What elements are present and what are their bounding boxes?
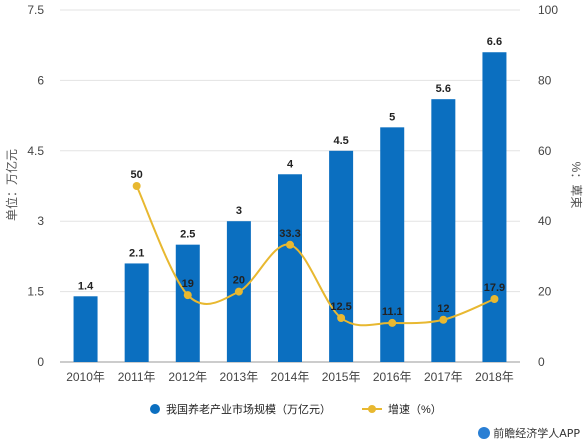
growth-point [388, 318, 397, 327]
x-tick-label: 2012年 [168, 370, 207, 384]
growth-value-label: 12.5 [330, 301, 351, 313]
left-tick-label: 7.5 [27, 3, 44, 17]
growth-value-label: 19 [182, 278, 194, 290]
bar [278, 174, 302, 362]
bar-series: 1.4 2.1 2.5 3 4 4.5 5 5.6 6.6 [73, 36, 507, 363]
bar [73, 296, 98, 362]
bar-value-label: 5 [389, 111, 395, 123]
left-tick-label: 1.5 [27, 285, 44, 299]
growth-point [337, 314, 346, 322]
legend-swatch-bar [150, 404, 160, 414]
x-tick-label: 2013年 [220, 370, 259, 384]
left-axis-ticks: 0 1.5 3 4.5 6 7.5 [27, 3, 44, 369]
bar-value-label: 1.4 [78, 280, 94, 292]
x-tick-label: 2015年 [322, 370, 361, 384]
growth-value-label: 12 [437, 303, 449, 315]
left-axis-title: 单位：万亿元 [4, 149, 19, 221]
growth-value-label: 50 [131, 169, 143, 181]
line-series: 50 19 20 33.3 12.5 11.1 12 17.9 [131, 169, 505, 327]
bar [175, 244, 200, 362]
growth-value-label: 20 [233, 275, 245, 287]
left-tick-label: 6 [37, 73, 44, 87]
watermark: 前瞻经济学人APP [478, 425, 580, 441]
bar-value-label: 2.1 [129, 247, 144, 259]
bar-value-label: 3 [236, 205, 242, 217]
legend-label-line: 增速（%） [388, 402, 442, 416]
right-axis-title: %：萆束 [569, 162, 583, 209]
x-tick-label: 2018年 [475, 370, 514, 384]
growth-value-label: 11.1 [382, 306, 403, 318]
left-tick-label: 3 [37, 214, 44, 228]
right-axis-ticks: 0 20 40 60 80 100 [538, 3, 558, 369]
legend: 我国养老产业市场规模（万亿元） 增速（%） [150, 402, 442, 416]
right-tick-label: 100 [538, 3, 558, 17]
bar [124, 263, 149, 362]
growth-point [234, 287, 243, 296]
bar-value-label: 2.5 [180, 229, 195, 241]
bar-value-label: 6.6 [487, 36, 502, 48]
right-tick-label: 0 [538, 355, 545, 369]
growth-point [439, 315, 448, 324]
growth-value-label: 17.9 [484, 282, 505, 294]
growth-point [183, 291, 192, 300]
bar [482, 52, 507, 363]
bar [329, 150, 354, 362]
legend-label-bar: 我国养老产业市场规模（万亿元） [166, 402, 331, 416]
right-tick-label: 60 [538, 144, 552, 158]
bar-value-label: 4 [287, 158, 294, 170]
x-tick-label: 2016年 [373, 370, 412, 384]
growth-point [286, 240, 294, 249]
x-axis-ticks: 2010年 2011年 2012年 2013年 2014年 2015年 2016年 2017年… [66, 370, 514, 384]
right-tick-label: 40 [538, 214, 552, 228]
bar-value-label: 5.6 [436, 83, 451, 95]
brand-icon [478, 427, 491, 439]
left-tick-label: 0 [37, 355, 44, 369]
growth-point [132, 182, 141, 190]
left-tick-label: 4.5 [27, 144, 44, 158]
right-tick-label: 80 [538, 73, 552, 87]
growth-value-label: 33.3 [279, 228, 300, 240]
bar-value-label: 4.5 [333, 135, 348, 147]
right-tick-label: 20 [538, 285, 552, 299]
x-tick-label: 2011年 [118, 370, 156, 384]
watermark-text: 前瞻经济学人APP [493, 427, 580, 440]
legend-swatch-point [368, 405, 376, 413]
x-tick-label: 2014年 [271, 370, 310, 384]
x-tick-label: 2017年 [424, 370, 463, 384]
x-tick-label: 2010年 [66, 370, 105, 384]
growth-point [490, 294, 499, 303]
